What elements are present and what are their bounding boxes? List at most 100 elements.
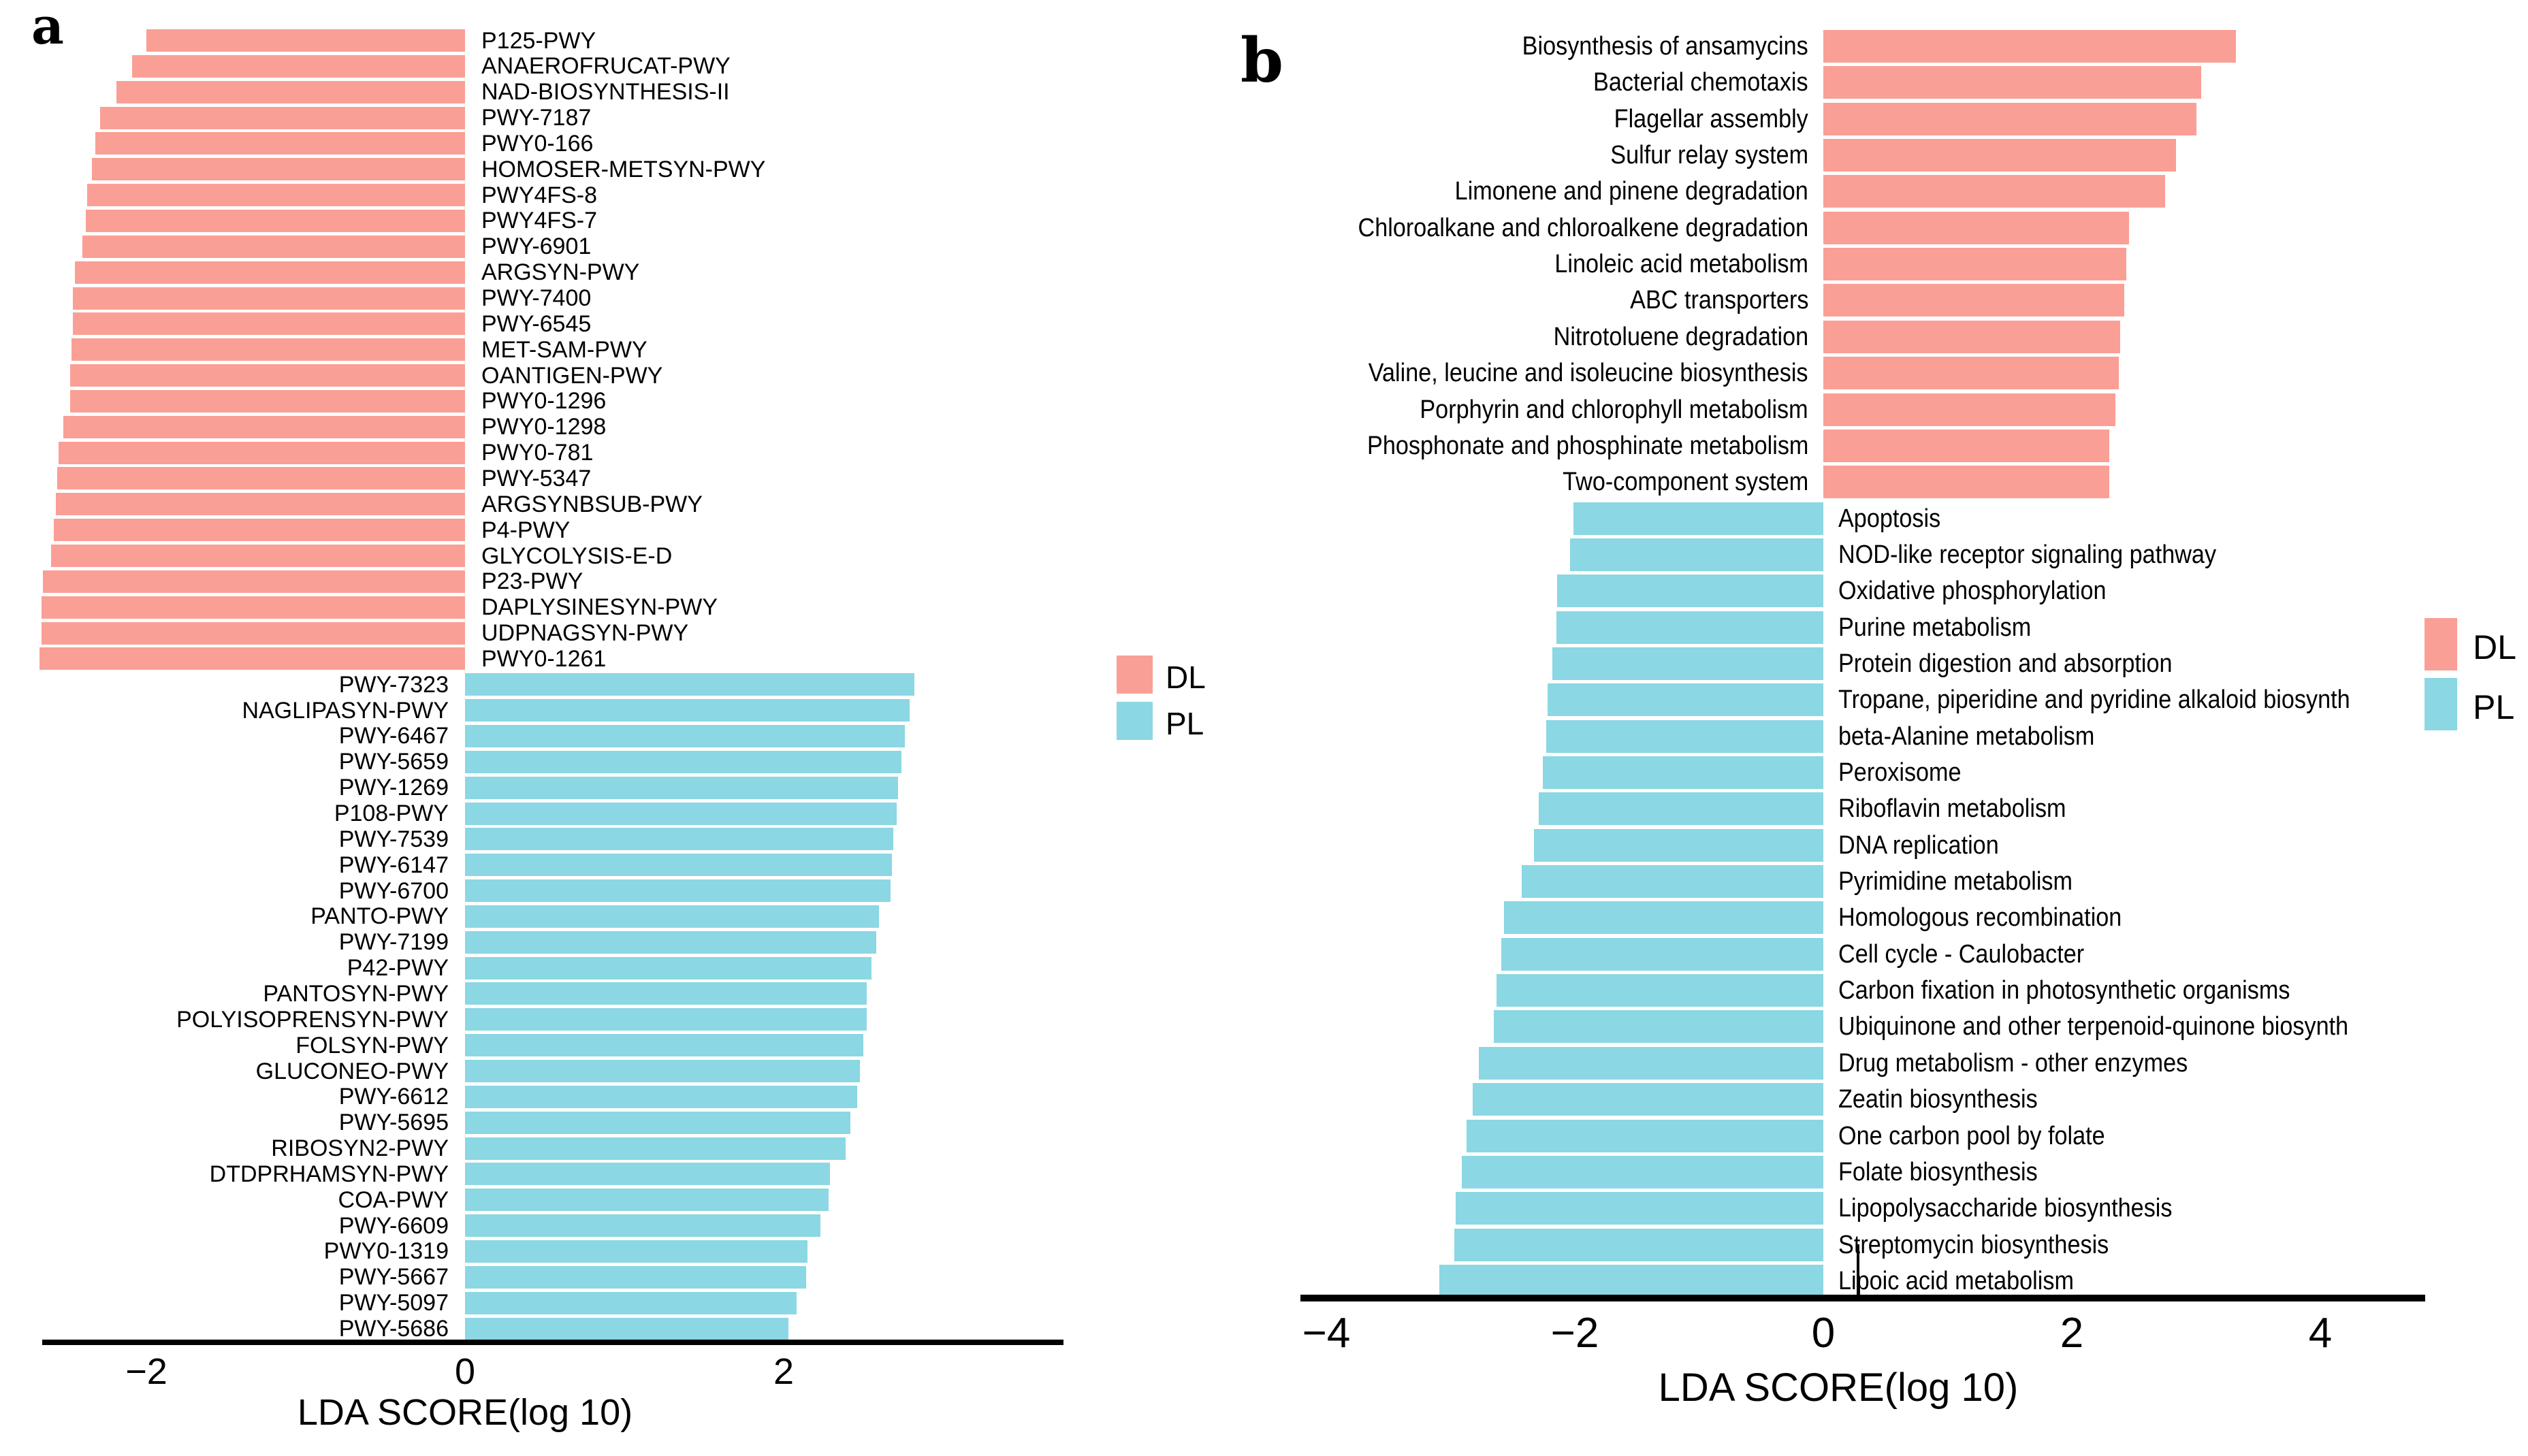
- bar-pl: [1479, 1046, 1823, 1080]
- bar-dl: [1823, 248, 2127, 281]
- bar-label-dl: PWY0-1261: [481, 645, 607, 672]
- x-tick-label: 4: [2308, 1310, 2333, 1357]
- bar-label-dl: PWY-7400: [481, 285, 592, 311]
- panel-a-letter: a: [31, 0, 64, 56]
- bar-pl: [465, 854, 893, 877]
- bar-label-pl: PWY-7323: [338, 671, 449, 698]
- bar-label-dl: NAD-BIOSYNTHESIS-II: [481, 79, 730, 106]
- bar-label-pl: PWY-7199: [338, 929, 449, 956]
- bar-dl: [1823, 284, 2124, 317]
- bar-label-dl: PWY0-1296: [481, 388, 607, 415]
- bar-label-pl: Protein digestion and absorption: [1838, 649, 2173, 678]
- bar-label-dl: Biosynthesis of ansamycins: [1522, 32, 1808, 61]
- bar-label-dl: PWY4FS-7: [481, 208, 598, 234]
- bar-label-dl: ANAEROFRUCAT-PWY: [481, 53, 731, 80]
- bar-pl: [1573, 502, 1823, 535]
- bar-label-dl: DAPLYSINESYN-PWY: [481, 594, 718, 621]
- bar-label-dl: Nitrotoluene degradation: [1553, 322, 1808, 351]
- bar-label-dl: P23-PWY: [481, 568, 583, 595]
- bar-label-pl: PWY-5659: [338, 749, 449, 775]
- bar-label-dl: GLYCOLYSIS-E-D: [481, 543, 673, 569]
- bar-label-pl: Riboflavin metabolism: [1838, 794, 2066, 824]
- bar-label-pl: PWY-5695: [338, 1110, 449, 1136]
- bar-pl: [1542, 756, 1823, 789]
- bar-label-pl: P42-PWY: [347, 955, 449, 982]
- bar-pl: [1454, 1228, 1823, 1261]
- panel-b-letter: b: [1241, 25, 1283, 97]
- bar-pl: [465, 982, 867, 1005]
- bar-pl: [1546, 719, 1823, 753]
- bar-pl: [465, 1008, 867, 1031]
- bar-label-pl: COA-PWY: [338, 1186, 449, 1213]
- bar-pl: [465, 1085, 857, 1108]
- bar-label-dl: PWY0-781: [481, 440, 594, 466]
- bar-pl: [465, 1163, 830, 1186]
- bar-label-dl: ABC transporters: [1629, 286, 1808, 315]
- bar-label-pl: PWY0-1319: [323, 1238, 449, 1265]
- bar-label-dl: Two-component system: [1562, 468, 1808, 497]
- bar-label-pl: PANTO-PWY: [310, 903, 449, 930]
- dl-legend-label: DL: [2473, 628, 2516, 666]
- bar-pl: [1497, 974, 1823, 1007]
- bar-label-dl: MET-SAM-PWY: [481, 336, 647, 363]
- bar-label-pl: PANTOSYN-PWY: [263, 980, 449, 1007]
- bar-pl: [465, 879, 891, 903]
- bar-dl: [74, 261, 465, 284]
- bar-dl: [59, 441, 465, 464]
- bar-label-dl: Limonene and pinene degradation: [1454, 177, 1808, 206]
- bar-dl: [69, 364, 465, 387]
- bar-dl: [54, 519, 465, 542]
- bar-label-pl: P108-PWY: [334, 800, 449, 826]
- bar-label-dl: P125-PWY: [481, 27, 596, 54]
- bar-label-pl: PWY-5667: [338, 1264, 449, 1291]
- bar-dl: [50, 545, 465, 567]
- bar-pl: [1557, 575, 1823, 608]
- bar-dl: [131, 54, 465, 78]
- bar-pl: [465, 1265, 806, 1289]
- bar-pl: [1539, 792, 1823, 826]
- bar-label-pl: Ubiquinone and other terpenoid-quinone b…: [1838, 1012, 2349, 1041]
- bar-dl: [1823, 466, 2109, 499]
- bar-dl: [1823, 429, 2109, 462]
- bar-label-pl: PWY-6612: [338, 1084, 449, 1110]
- bar-dl: [1823, 139, 2177, 172]
- bar-label-pl: FOLSYN-PWY: [295, 1032, 449, 1058]
- x-tick-label: 2: [2060, 1310, 2084, 1357]
- bar-label-dl: Sulfur relay system: [1610, 141, 1808, 170]
- bar-label-pl: POLYISOPRENSYN-PWY: [176, 1006, 449, 1033]
- x-tick-label: 0: [454, 1351, 476, 1392]
- bar-dl: [1823, 30, 2236, 63]
- bar-dl: [146, 29, 465, 52]
- bar-label-pl: Lipoic acid metabolism: [1838, 1266, 2074, 1295]
- bar-label-pl: NOD-like receptor signaling pathway: [1838, 540, 2217, 569]
- bar-dl: [116, 80, 465, 103]
- bar-label-pl: Homologous recombination: [1838, 903, 2122, 933]
- bar-pl: [1569, 538, 1823, 571]
- bar-pl: [1552, 647, 1823, 680]
- bar-pl: [1533, 828, 1823, 862]
- bar-pl: [1494, 1010, 1823, 1044]
- bar-pl: [1461, 1155, 1823, 1188]
- bar-label-dl: UDPNAGSYN-PWY: [481, 620, 689, 647]
- bar-pl: [465, 699, 910, 722]
- bar-pl: [465, 931, 876, 954]
- zero-reference-tick: [1857, 1244, 1859, 1295]
- bar-label-pl: Lipopolysaccharide biosynthesis: [1838, 1194, 2173, 1223]
- bar-dl: [42, 570, 465, 593]
- bar-label-dl: Phosphonate and phosphinate metabolism: [1366, 431, 1808, 460]
- bar-label-pl: PWY-6609: [338, 1212, 449, 1239]
- bar-dl: [1823, 102, 2196, 135]
- bar-label-pl: GLUCONEO-PWY: [255, 1058, 449, 1084]
- bar-label-pl: DNA replication: [1838, 830, 1999, 860]
- x-tick-label: −2: [125, 1351, 167, 1392]
- bar-label-pl: One carbon pool by folate: [1838, 1121, 2105, 1150]
- bar-dl: [1823, 393, 2115, 426]
- bar-label-pl: Drug metabolism - other enzymes: [1838, 1048, 2188, 1078]
- bar-dl: [1823, 211, 2129, 244]
- dl-color-swatch: [2425, 618, 2457, 670]
- bar-dl: [1823, 175, 2165, 208]
- bar-pl: [465, 724, 905, 747]
- bar-label-dl: Chloroalkane and chloroalkene degradatio…: [1358, 213, 1808, 242]
- bar-label-pl: Streptomycin biosynthesis: [1838, 1230, 2109, 1259]
